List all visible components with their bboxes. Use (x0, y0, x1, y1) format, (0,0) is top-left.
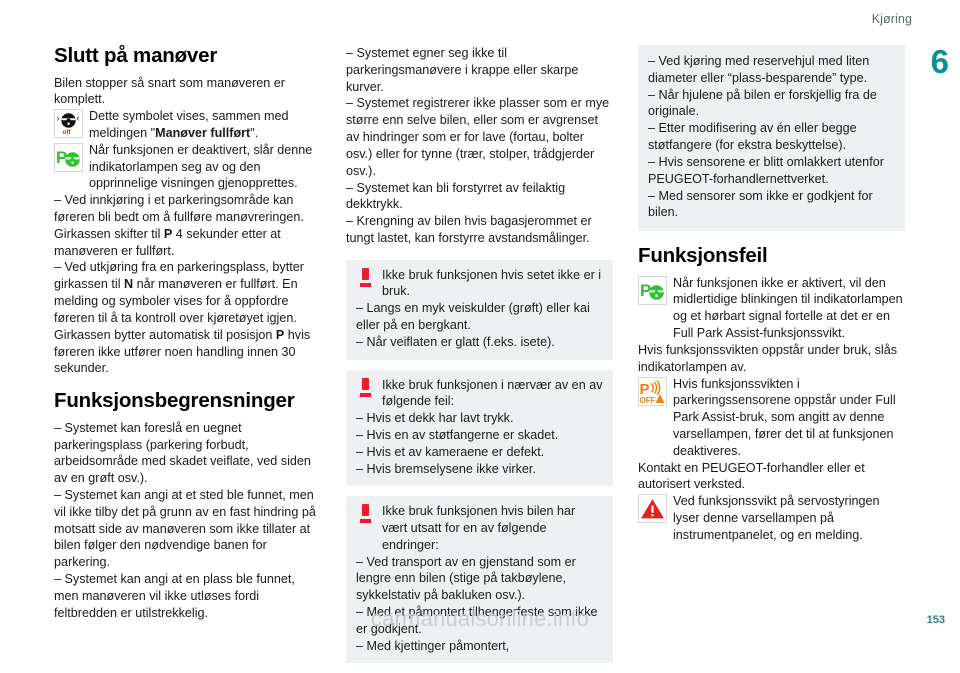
left-bullet-1: – Ved innkjøring i et parkeringsområde k… (54, 193, 304, 258)
section-heading-funksjonsbegrensninger: Funksjonsbegrensninger (54, 389, 295, 413)
warning-box-2-item-4: – Hvis bremselysene ikke virker. (356, 461, 536, 476)
left2-bullet-1: – Systemet kan foreslå en uegnet parkeri… (54, 420, 311, 486)
svg-text:P: P (640, 381, 650, 398)
site-watermark: carmanualsonline.info (370, 606, 590, 631)
left2-bullet-2: – Systemet kan angi at et sted ble funne… (54, 487, 316, 570)
warning-box-3-item-1: – Ved transport av en gjenstand som er l… (356, 554, 576, 603)
warning-box-2-item-3: – Hvis et av kameraene er defekt. (356, 444, 545, 459)
icon-paragraph-servostyring: Ved funksjonssvikt på servostyringen lys… (638, 493, 905, 543)
column-left: Slutt på manøver Bilen stopper så snart … (54, 44, 321, 621)
right-paragraph-1: Hvis funksjonssvikten oppstår under bruk… (638, 342, 897, 374)
page-header: Kjøring (0, 0, 960, 34)
warning-box-2-item-1: – Hvis et dekk har lavt trykk. (356, 411, 514, 426)
right-panel-item-3: – Etter modifisering av én eller begge s… (648, 121, 857, 153)
column-middle: – Systemet egner seg ikke til parkerings… (346, 45, 613, 673)
warning-exclamation-icon (360, 377, 372, 398)
warning-box-2-item-2: – Hvis en av støtfangerne er skadet. (356, 427, 559, 442)
funksjonssvikt-text: Når funksjonen ikke er aktivert, vil den… (673, 275, 903, 341)
warning-exclamation-icon (360, 504, 372, 524)
warning-box-3-item-3: – Med kjettinger påmontert, (356, 638, 510, 653)
warning-box-1: Ikke bruk funksjonen hvis setet ikke er … (346, 259, 613, 360)
servostyring-text: Ved funksjonssvikt på servostyringen lys… (673, 494, 880, 542)
parkeringssensorer-text: Hvis funksjonssvikten i parkeringssensor… (673, 376, 896, 458)
mid-bullet-4: – Krengning av bilen hvis bagasjerommet … (346, 214, 592, 245)
icon-paragraph-parkeringssensorer: P OFF Hvis funksjonssvikten i parkerings… (638, 376, 905, 460)
section-heading-slutt-pa-manover: Slutt på manøver (54, 44, 218, 67)
svg-text:off: off (63, 129, 72, 136)
right-panel-item-2: – Når hjulene på bilen er forskjellig fr… (648, 87, 877, 119)
intro-paragraph: Bilen stopper så snart som manøveren er … (54, 75, 285, 107)
right-panel-item-5: – Med sensorer som ikke er godkjent for … (648, 188, 873, 220)
manover-fullfort-text: Dette symbolet vises, sammen med melding… (89, 109, 289, 140)
info-panel-right: – Ved kjøring med reservehjul med liten … (638, 45, 905, 232)
column-right: – Ved kjøring med reservehjul med liten … (638, 45, 905, 544)
warning-exclamation-icon (360, 267, 372, 288)
warning-box-1-item-2: – Når veiflaten er glatt (f.eks. isete). (356, 334, 555, 349)
warning-box-3-head: Ikke bruk funksjonen hvis bilen har vært… (356, 503, 603, 553)
left-bullet-2: – Ved utkjøring fra en parkeringsplass, … (54, 260, 311, 376)
svg-text:‹: ‹ (77, 113, 80, 123)
svg-text:P: P (56, 148, 67, 167)
page-content: Slutt på manøver Bilen stopper så snart … (54, 44, 906, 664)
warning-box-2-head: Ikke bruk funksjonen i nærvær av en av f… (356, 377, 603, 410)
park-sensor-off-orange-icon: P OFF (638, 376, 667, 406)
icon-paragraph-indikatorlampe: P Når funksjonen er deaktivert, slår den… (54, 142, 321, 192)
red-triangle-warning-icon (638, 494, 667, 524)
icon-paragraph-manover-fullfort: › ‹ off Dette symbolet vises, sammen med… (54, 108, 321, 142)
warning-box-1-item-1: – Langs en myk veiskulder (grøft) eller … (356, 301, 590, 333)
warning-box-3: Ikke bruk funksjonen hvis bilen har vært… (346, 496, 613, 664)
warning-box-2: Ikke bruk funksjonen i nærvær av en av f… (346, 369, 613, 487)
mid-bullet-1: – Systemet egner seg ikke til parkerings… (346, 46, 579, 94)
svg-text:P: P (640, 281, 651, 300)
right-panel-item-4: – Hvis sensorene er blitt omlakkert uten… (648, 154, 884, 186)
warning-box-3-item-2: – Med et påmontert tilhengerfeste som ik… (356, 605, 598, 636)
section-heading-funksjonsfeil: Funksjonsfeil (638, 244, 768, 268)
mid-bullet-3: – Systemet kan bli forstyrret av feilakt… (346, 180, 566, 212)
icon-paragraph-funksjonssvikt: P Når funksjonen ikke er aktivert, vil d… (638, 275, 905, 342)
header-chapter-title: Kjøring (871, 12, 912, 26)
svg-text:›: › (57, 113, 60, 123)
warning-box-1-head: Ikke bruk funksjonen hvis setet ikke er … (356, 267, 603, 300)
svg-text:OFF: OFF (640, 396, 656, 405)
page-number: 153 (926, 614, 945, 626)
left2-bullet-3: – Systemet kan angi at en plass ble funn… (54, 572, 295, 620)
park-assist-green-icon: P (638, 275, 667, 305)
park-assist-green-icon: P (54, 142, 83, 172)
chapter-number-badge: 6 (930, 43, 949, 80)
steering-wheel-off-icon: › ‹ off (54, 109, 83, 139)
indikatorlampe-text: Når funksjonen er deaktivert, slår denne… (89, 142, 313, 191)
right-paragraph-2: Kontakt en PEUGEOT-forhandler eller et a… (638, 460, 865, 492)
mid-bullet-2: – Systemet registrerer ikke plasser som … (346, 96, 610, 178)
right-panel-item-1: – Ved kjøring med reservehjul med liten … (648, 54, 870, 85)
